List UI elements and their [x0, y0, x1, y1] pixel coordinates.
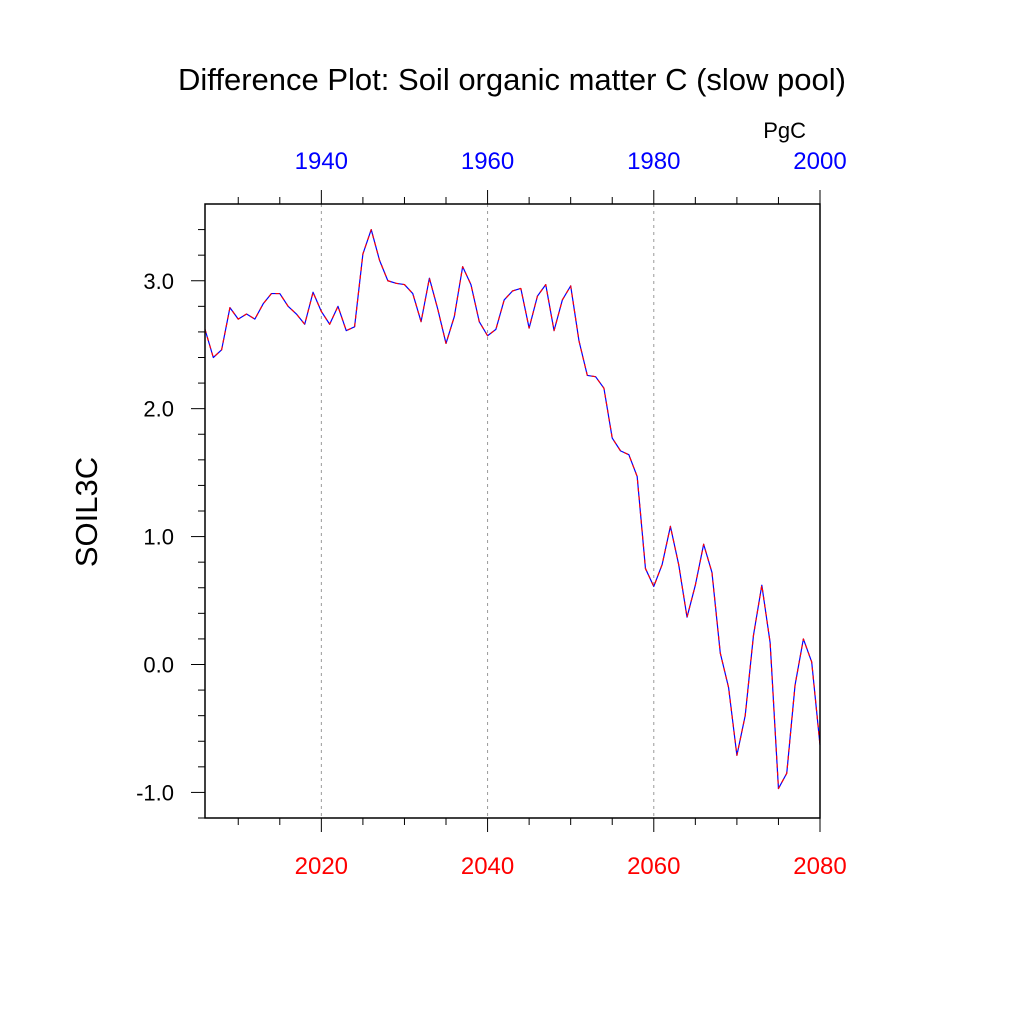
- x-top-tick-label: 2000: [793, 148, 846, 175]
- tick-labels: 2020 2040 2060 2080 1940 1960 1980 2000 -1.0 0.0 1…: [136, 148, 847, 880]
- series-line-dashed: [204, 228, 821, 790]
- x-bottom-tick-label: 2060: [627, 853, 680, 880]
- x-bottom-tick-label: 2040: [461, 853, 514, 880]
- grid-lines: [320, 204, 655, 818]
- units-label: PgC: [763, 118, 806, 143]
- x-bottom-tick-label: 2020: [295, 853, 348, 880]
- y-tick-label: 2.0: [143, 397, 174, 422]
- series-line: [204, 228, 821, 790]
- chart-title: Difference Plot: Soil organic matter C (…: [178, 62, 846, 97]
- x-top-tick-label: 1940: [295, 148, 348, 175]
- x-bottom-tick-label: 2080: [793, 853, 846, 880]
- x-top-tick-label: 1960: [461, 148, 514, 175]
- x-top-tick-label: 1980: [627, 148, 680, 175]
- y-axis-label: SOIL3C: [69, 457, 104, 567]
- y-tick-label: 0.0: [143, 653, 174, 678]
- plot-frame: [204, 203, 821, 819]
- axis-ticks: [191, 190, 821, 832]
- series-layer: [204, 228, 821, 790]
- y-tick-label: 1.0: [143, 525, 174, 550]
- y-tick-label: 3.0: [143, 269, 174, 294]
- y-tick-label: -1.0: [136, 780, 174, 805]
